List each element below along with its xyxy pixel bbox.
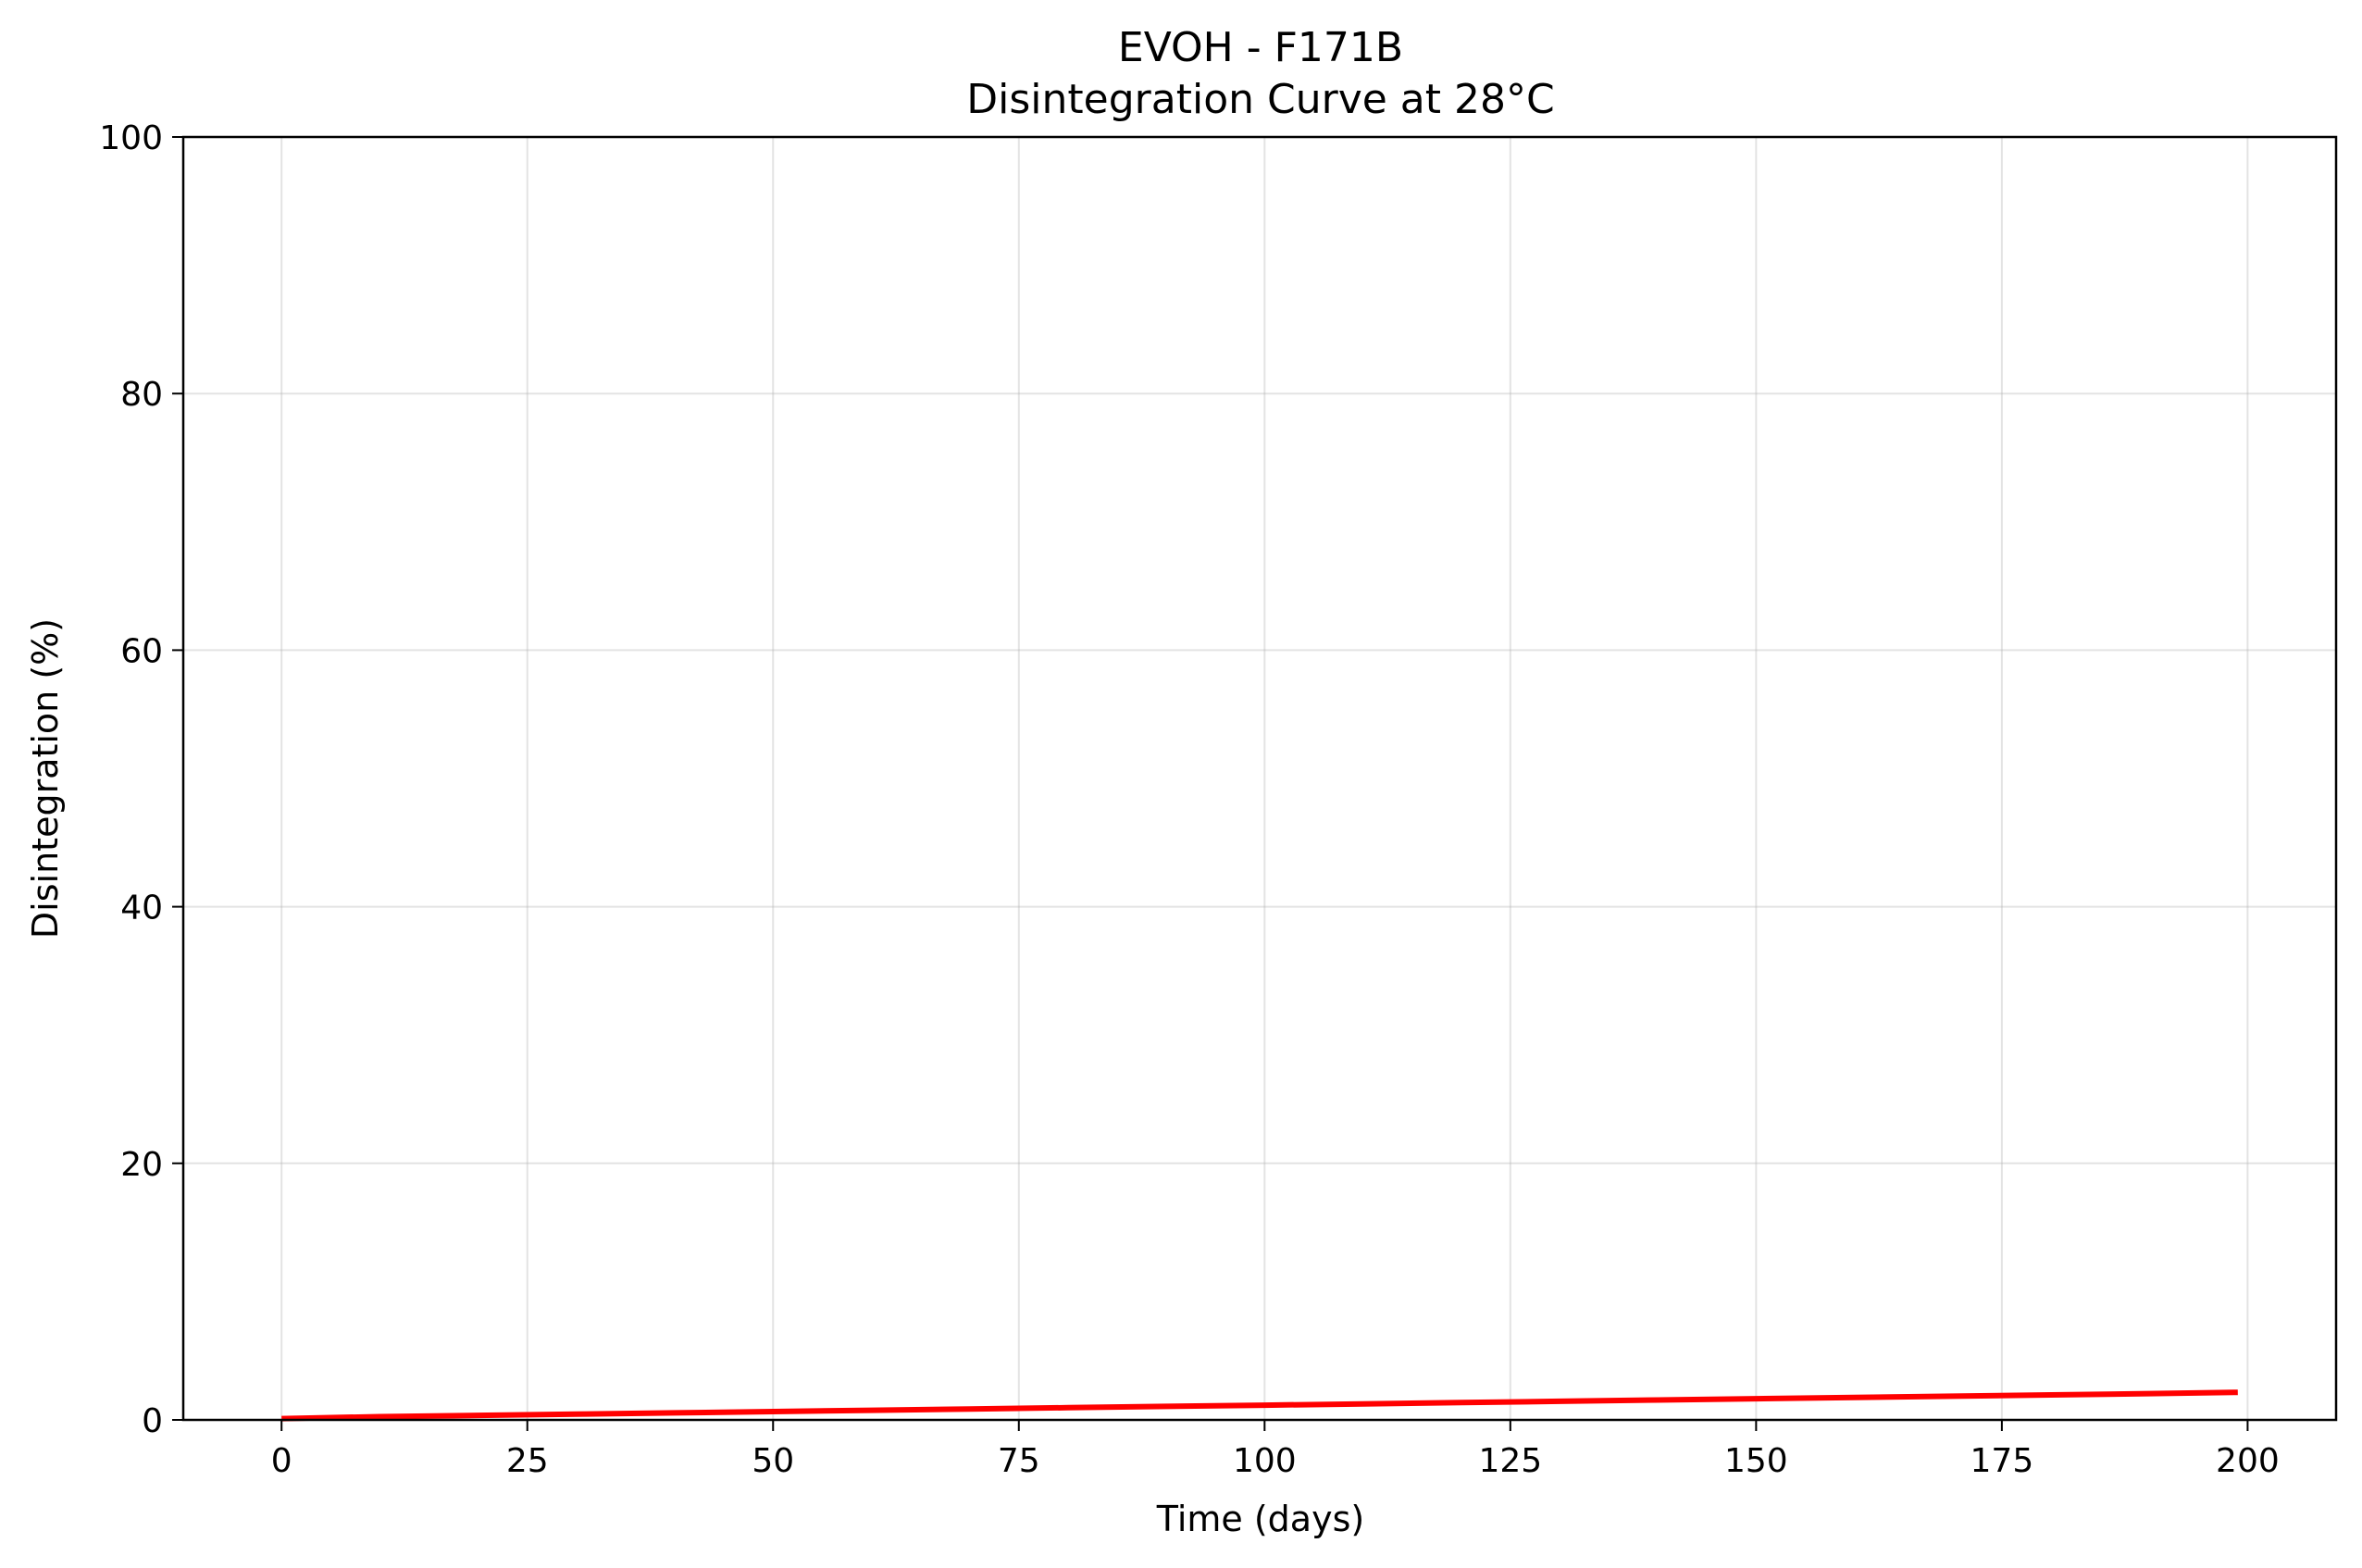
x-tick-label: 50 (752, 1442, 794, 1480)
y-axis-label: Disintegration (%) (25, 618, 66, 939)
x-tick-label: 25 (506, 1442, 549, 1480)
x-tick-label: 200 (2216, 1442, 2280, 1480)
x-axis-ticks: 0 25 50 75 100 125 150 175 200 (271, 1420, 2280, 1480)
y-axis-ticks: 0 20 40 60 80 100 (99, 119, 183, 1440)
y-tick-label: 40 (120, 890, 163, 927)
plot-frame (181, 135, 2338, 1422)
x-tick-label: 0 (271, 1442, 292, 1480)
data-series (281, 1389, 2238, 1422)
x-axis-label: Time (days) (1156, 1499, 1364, 1539)
y-tick-label: 0 (142, 1402, 163, 1440)
y-tick-label: 20 (120, 1146, 163, 1184)
y-tick-label: 80 (120, 376, 163, 414)
y-tick-label: 100 (99, 119, 163, 157)
x-tick-label: 100 (1233, 1442, 1297, 1480)
x-tick-label: 150 (1724, 1442, 1788, 1480)
x-tick-label: 175 (1970, 1442, 2034, 1480)
series-line (281, 1389, 2238, 1422)
x-tick-label: 125 (1478, 1442, 1542, 1480)
y-tick-label: 60 (120, 632, 163, 670)
chart-subtitle: Disintegration Curve at 28°C (966, 76, 1554, 123)
chart-title: EVOH - F171B (1118, 24, 1403, 71)
x-tick-label: 75 (998, 1442, 1040, 1480)
